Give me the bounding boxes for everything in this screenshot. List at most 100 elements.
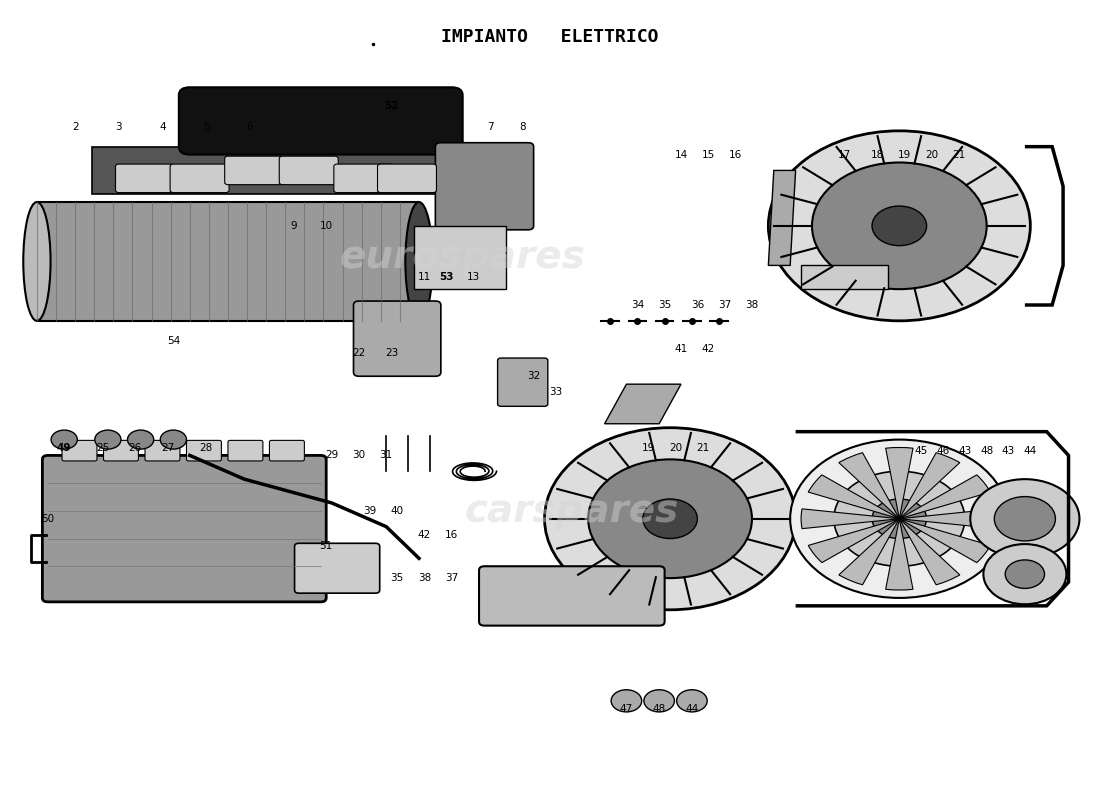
Text: 35: 35 [658,300,671,310]
Circle shape [588,459,752,578]
FancyBboxPatch shape [228,440,263,461]
Wedge shape [900,453,960,518]
Wedge shape [900,518,990,562]
Text: 54: 54 [167,336,180,346]
Circle shape [51,430,77,449]
Text: 20: 20 [925,150,938,159]
Text: 52: 52 [385,101,399,110]
Text: 23: 23 [385,347,398,358]
Wedge shape [808,518,900,562]
Text: 5: 5 [202,122,209,132]
Text: 38: 38 [418,573,431,583]
Wedge shape [839,518,900,585]
Text: 30: 30 [352,450,365,461]
Circle shape [872,499,926,538]
Text: 10: 10 [320,221,333,231]
FancyBboxPatch shape [497,358,548,406]
Text: 21: 21 [696,442,710,453]
Text: 8: 8 [519,122,526,132]
Text: 14: 14 [674,150,688,159]
FancyBboxPatch shape [179,87,463,154]
Text: 46: 46 [936,446,949,457]
Circle shape [872,206,926,246]
Text: 51: 51 [320,542,333,551]
Text: 29: 29 [324,450,339,461]
Text: 26: 26 [129,442,142,453]
Text: 34: 34 [630,300,644,310]
Circle shape [544,428,795,610]
Circle shape [95,430,121,449]
Text: 42: 42 [418,530,431,539]
Wedge shape [801,509,900,529]
Polygon shape [414,226,506,289]
Text: eurospares: eurospares [340,238,585,277]
Text: 17: 17 [838,150,851,159]
Text: 33: 33 [549,387,562,397]
FancyBboxPatch shape [103,440,139,461]
FancyBboxPatch shape [224,156,284,185]
Wedge shape [900,509,998,529]
FancyBboxPatch shape [116,164,175,193]
Circle shape [790,439,1009,598]
Text: 53: 53 [439,272,453,282]
Text: 6: 6 [246,122,253,132]
Circle shape [970,479,1079,558]
Circle shape [676,690,707,712]
Circle shape [994,497,1055,541]
Text: 50: 50 [42,514,54,524]
Circle shape [1005,560,1045,589]
Text: 3: 3 [116,122,122,132]
FancyBboxPatch shape [43,455,327,602]
Text: 45: 45 [914,446,927,457]
Text: 22: 22 [352,347,365,358]
Text: 37: 37 [446,573,459,583]
Text: 9: 9 [290,221,297,231]
Wedge shape [900,475,990,518]
Text: 47: 47 [619,704,632,714]
FancyBboxPatch shape [436,142,534,230]
Circle shape [644,690,674,712]
Wedge shape [886,518,913,590]
Circle shape [612,690,641,712]
FancyBboxPatch shape [279,156,338,185]
Text: 48: 48 [652,704,666,714]
FancyBboxPatch shape [62,440,97,461]
Text: 49: 49 [57,442,72,453]
Text: 19: 19 [641,442,654,453]
Polygon shape [801,266,889,289]
Text: 37: 37 [718,300,732,310]
Text: 25: 25 [96,442,109,453]
FancyBboxPatch shape [334,164,393,193]
FancyBboxPatch shape [295,543,380,593]
Text: 7: 7 [486,122,493,132]
FancyBboxPatch shape [187,440,221,461]
Text: 20: 20 [669,442,682,453]
Ellipse shape [23,202,51,321]
Text: 44: 44 [1024,446,1037,457]
Wedge shape [839,453,900,518]
Text: IMPIANTO   ELETTRICO: IMPIANTO ELETTRICO [441,28,659,46]
Circle shape [768,131,1031,321]
Text: 2: 2 [72,122,78,132]
FancyBboxPatch shape [145,440,180,461]
Text: 16: 16 [729,150,743,159]
Text: 43: 43 [958,446,971,457]
Text: 44: 44 [685,704,698,714]
FancyBboxPatch shape [377,164,437,193]
Circle shape [812,162,987,289]
Circle shape [983,544,1066,604]
Text: 32: 32 [527,371,540,382]
Text: 16: 16 [446,530,459,539]
Circle shape [642,499,697,538]
Text: 27: 27 [162,442,175,453]
Text: 43: 43 [1002,446,1015,457]
Text: 15: 15 [702,150,715,159]
Text: 18: 18 [871,150,884,159]
Text: 36: 36 [691,300,704,310]
Wedge shape [900,518,960,585]
Text: 39: 39 [363,506,376,516]
Wedge shape [886,447,913,518]
Text: 19: 19 [899,150,912,159]
FancyBboxPatch shape [478,566,664,626]
Text: 11: 11 [418,272,431,282]
